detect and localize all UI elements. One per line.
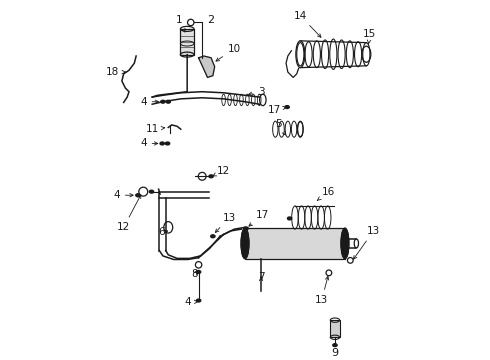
Text: 5: 5 — [275, 119, 285, 135]
Text: 2: 2 — [208, 15, 215, 25]
Ellipse shape — [196, 299, 201, 302]
Text: 17: 17 — [249, 210, 270, 226]
Ellipse shape — [285, 105, 289, 108]
Text: 9: 9 — [331, 348, 339, 358]
Text: 14: 14 — [294, 11, 321, 37]
Ellipse shape — [149, 190, 154, 193]
Text: 6: 6 — [158, 227, 168, 237]
Ellipse shape — [196, 270, 201, 273]
Ellipse shape — [341, 228, 349, 258]
Ellipse shape — [136, 194, 140, 197]
Text: 18: 18 — [106, 67, 125, 77]
Bar — [180, 29, 194, 55]
Text: 12: 12 — [117, 195, 141, 232]
Polygon shape — [198, 56, 215, 77]
Text: 17: 17 — [268, 104, 287, 114]
Text: 1: 1 — [175, 15, 185, 32]
Text: 13: 13 — [216, 213, 236, 233]
Ellipse shape — [166, 142, 170, 145]
Text: 4: 4 — [113, 190, 133, 200]
Text: 4: 4 — [140, 139, 158, 148]
Text: 4: 4 — [185, 297, 197, 307]
Text: 10: 10 — [216, 44, 241, 61]
Text: 4: 4 — [140, 97, 158, 107]
Text: 13: 13 — [315, 276, 329, 305]
Text: 11: 11 — [146, 124, 165, 134]
Bar — [245, 228, 345, 258]
Ellipse shape — [288, 217, 292, 220]
Bar — [330, 320, 340, 337]
Text: 16: 16 — [317, 186, 336, 201]
Ellipse shape — [333, 344, 337, 347]
Ellipse shape — [244, 227, 248, 230]
Ellipse shape — [241, 228, 249, 258]
Text: 12: 12 — [213, 166, 230, 176]
Text: 15: 15 — [363, 28, 376, 44]
Text: 3: 3 — [248, 87, 265, 97]
Text: 8: 8 — [192, 269, 198, 279]
Ellipse shape — [209, 175, 213, 178]
Ellipse shape — [166, 100, 171, 103]
Text: 13: 13 — [353, 226, 380, 259]
Ellipse shape — [211, 235, 215, 238]
Text: 7: 7 — [258, 272, 265, 282]
Ellipse shape — [161, 100, 165, 103]
Ellipse shape — [160, 142, 164, 145]
